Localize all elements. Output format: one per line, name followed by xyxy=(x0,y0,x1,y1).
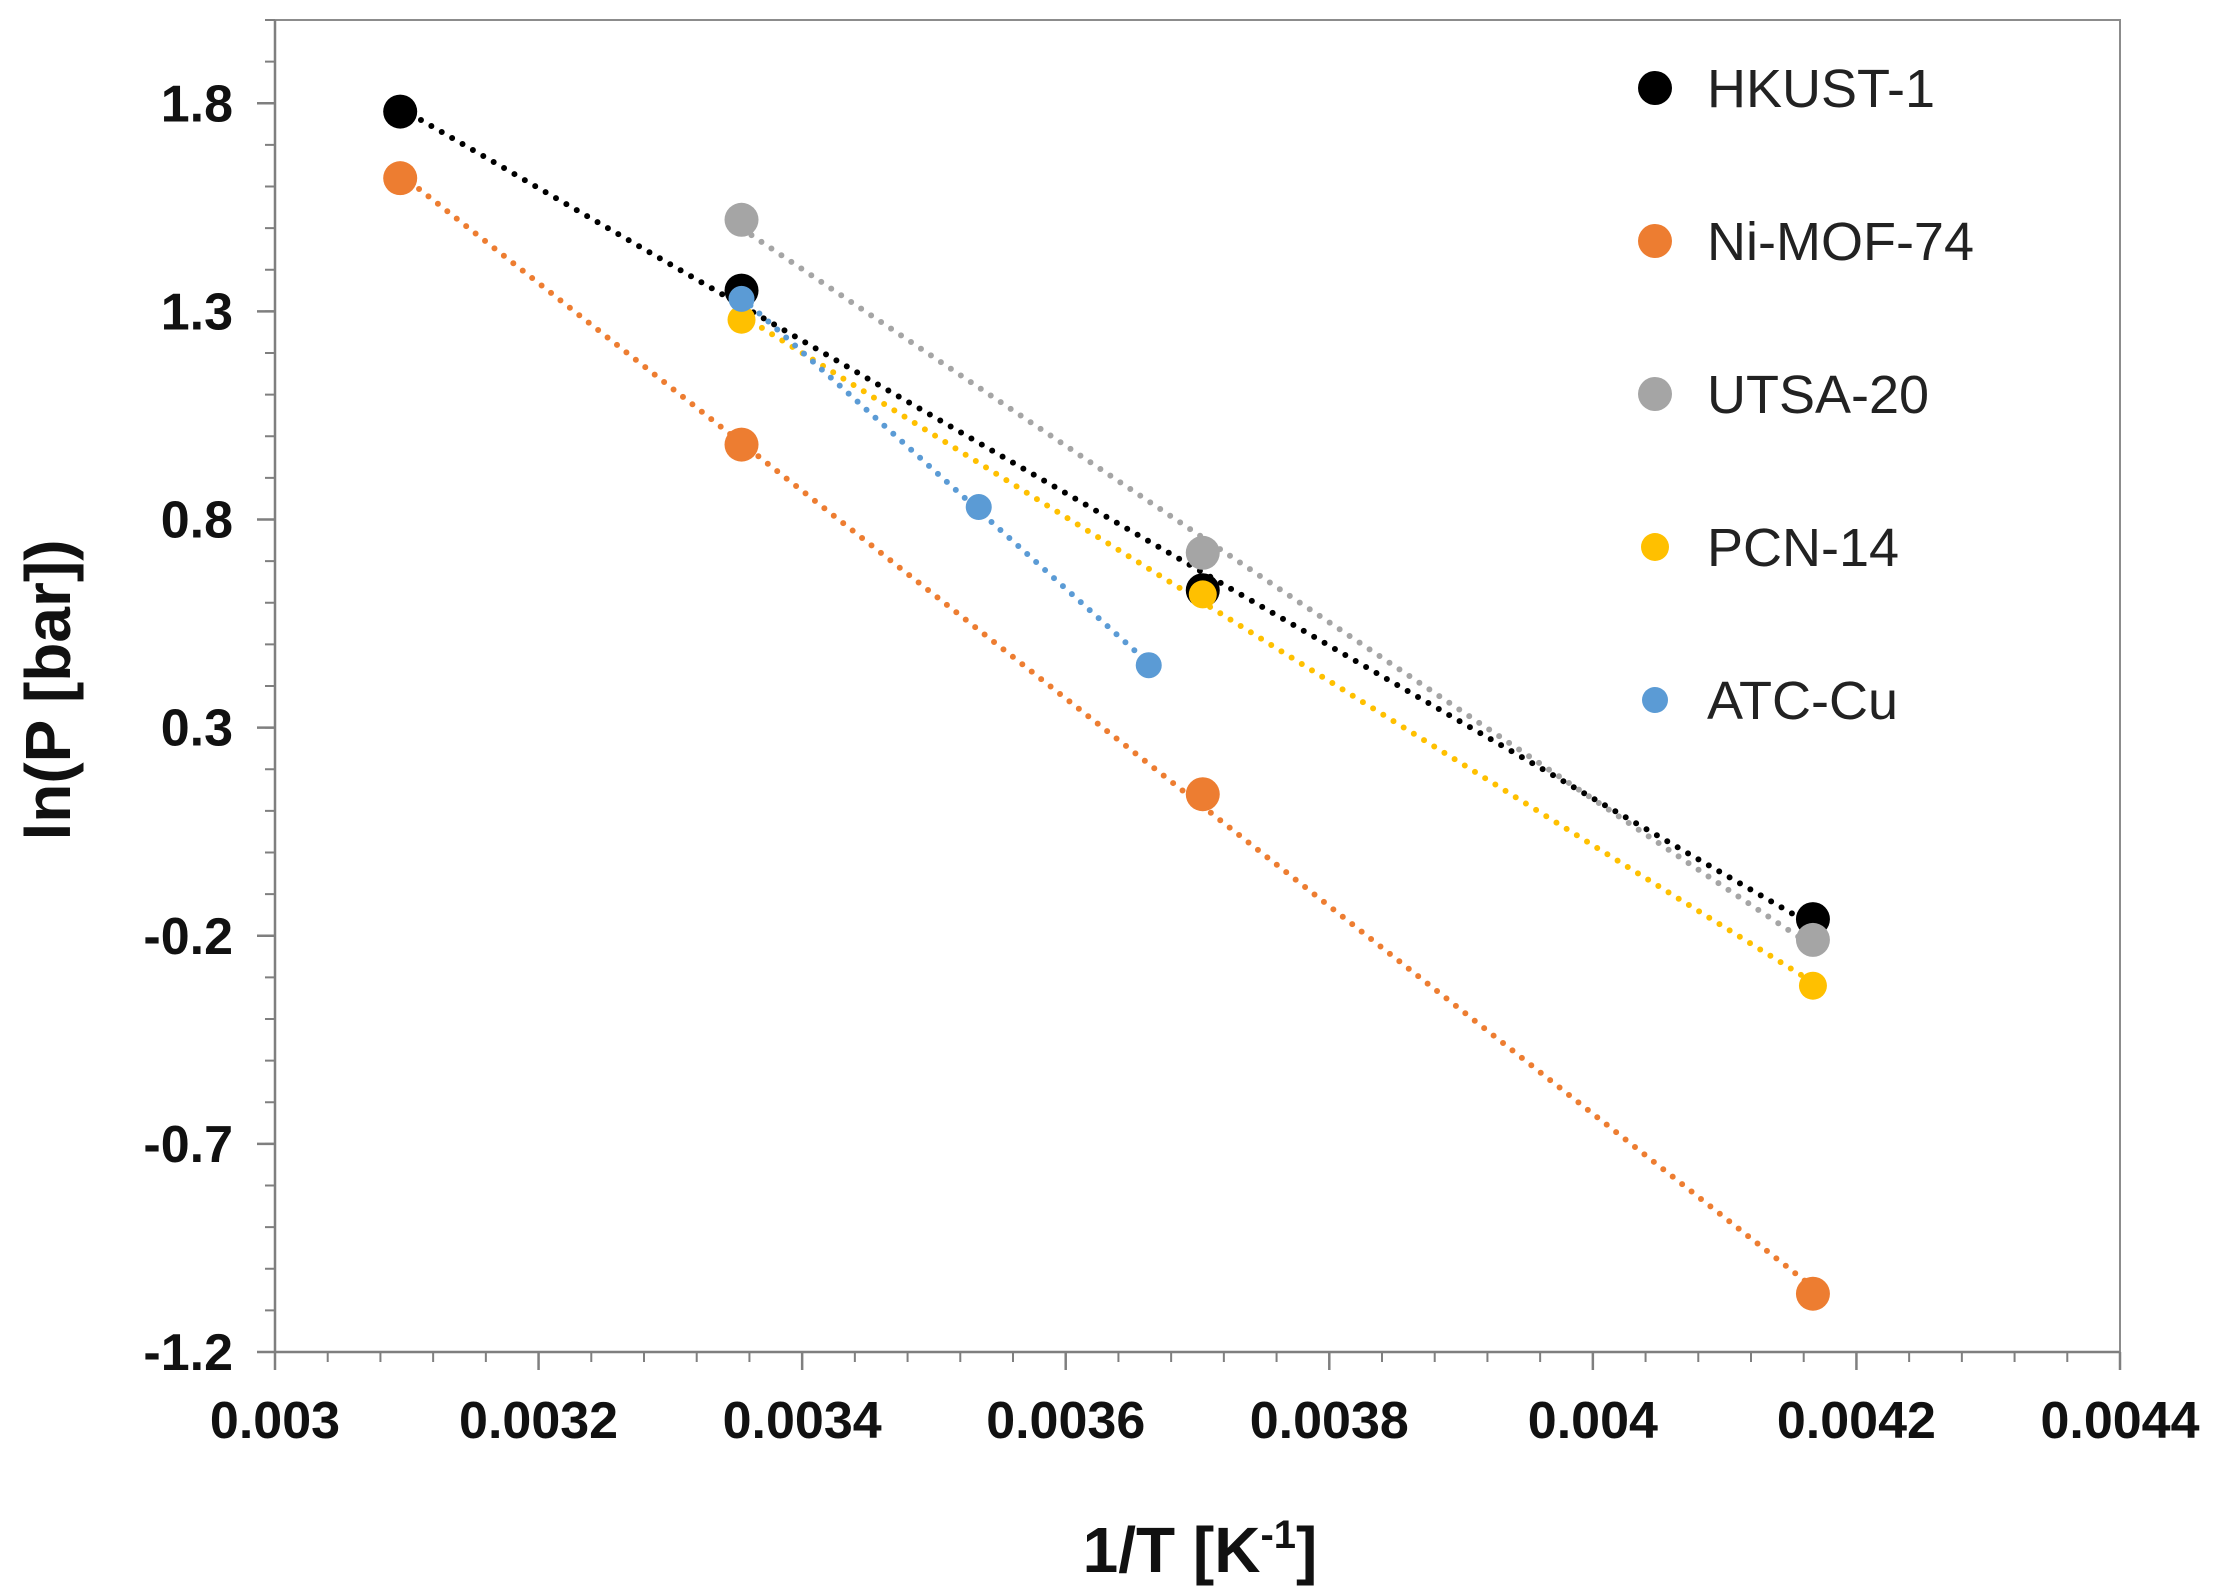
trendline-ni-mof-74 xyxy=(397,171,1816,1291)
point-ni-mof-74 xyxy=(1185,777,1220,812)
x-axis-title: 1/T [K-1] xyxy=(1083,1513,1318,1586)
trendline-hkust-1 xyxy=(397,104,1816,929)
legend-marker-utsa-20 xyxy=(1638,377,1672,411)
legend-marker-ni-mof-74 xyxy=(1638,224,1672,258)
y-tick-label: 1.3 xyxy=(161,283,233,341)
tick-labels: 0.003 0.0032 0.0034 0.0036 0.0038 0.004 0.0042… xyxy=(143,75,2199,1450)
x-tick-label: 0.0034 xyxy=(723,1392,882,1450)
y-tick-label: -1.2 xyxy=(143,1324,233,1382)
point-atc-cu xyxy=(965,494,992,521)
x-tick-label: 0.0038 xyxy=(1250,1392,1409,1450)
point-pcn-14 xyxy=(727,305,756,334)
y-axis-title: ln(P [bar]) xyxy=(12,539,84,840)
point-atc-cu xyxy=(728,285,755,312)
point-ni-mof-74 xyxy=(1795,1276,1830,1311)
legend-marker-hkust-1 xyxy=(1638,71,1672,105)
trendline-utsa-20 xyxy=(738,225,1816,950)
x-tick-label: 0.004 xyxy=(1528,1392,1658,1450)
data-points xyxy=(383,94,1830,1311)
x-tick-label: 0.0044 xyxy=(2040,1392,2199,1450)
trendline-pcn-14 xyxy=(738,312,1816,986)
y-tick-label: -0.2 xyxy=(143,908,233,966)
point-utsa-20 xyxy=(1185,535,1220,570)
trendline-atc-cu xyxy=(738,294,1152,667)
x-tick-label: 0.0032 xyxy=(459,1392,618,1450)
point-ni-mof-74 xyxy=(383,161,418,196)
legend-marker-pcn-14 xyxy=(1641,533,1669,561)
point-pcn-14 xyxy=(1188,580,1217,609)
legend-marker-atc-cu xyxy=(1642,687,1668,713)
y-tick-label: 0.8 xyxy=(161,492,233,550)
x-tick-label: 0.0036 xyxy=(986,1392,1145,1450)
legend-label-pcn-14: PCN-14 xyxy=(1707,518,1899,578)
legend: HKUST-1 Ni-MOF-74 UTSA-20 PCN-14 ATC-Cu xyxy=(1638,59,1974,731)
y-tick-label: -0.7 xyxy=(143,1116,233,1174)
point-hkust-1 xyxy=(383,94,418,129)
x-tick-label: 0.003 xyxy=(210,1392,340,1450)
x-tick-label: 0.0042 xyxy=(1777,1392,1936,1450)
x-axis-title-superscript: -1 xyxy=(1260,1513,1296,1557)
legend-label-hkust-1: HKUST-1 xyxy=(1707,59,1935,119)
trendlines xyxy=(397,104,1816,1291)
point-utsa-20 xyxy=(1795,922,1830,957)
point-atc-cu xyxy=(1135,652,1162,679)
y-tick-label: 1.8 xyxy=(161,75,233,133)
point-ni-mof-74 xyxy=(724,427,759,462)
legend-label-utsa-20: UTSA-20 xyxy=(1707,365,1929,425)
legend-label-ni-mof-74: Ni-MOF-74 xyxy=(1707,212,1974,272)
legend-label-atc-cu: ATC-Cu xyxy=(1707,671,1898,731)
y-tick-label: 0.3 xyxy=(161,700,233,758)
point-pcn-14 xyxy=(1798,971,1827,1000)
point-utsa-20 xyxy=(724,202,759,237)
axis-ticks xyxy=(257,19,2122,1370)
